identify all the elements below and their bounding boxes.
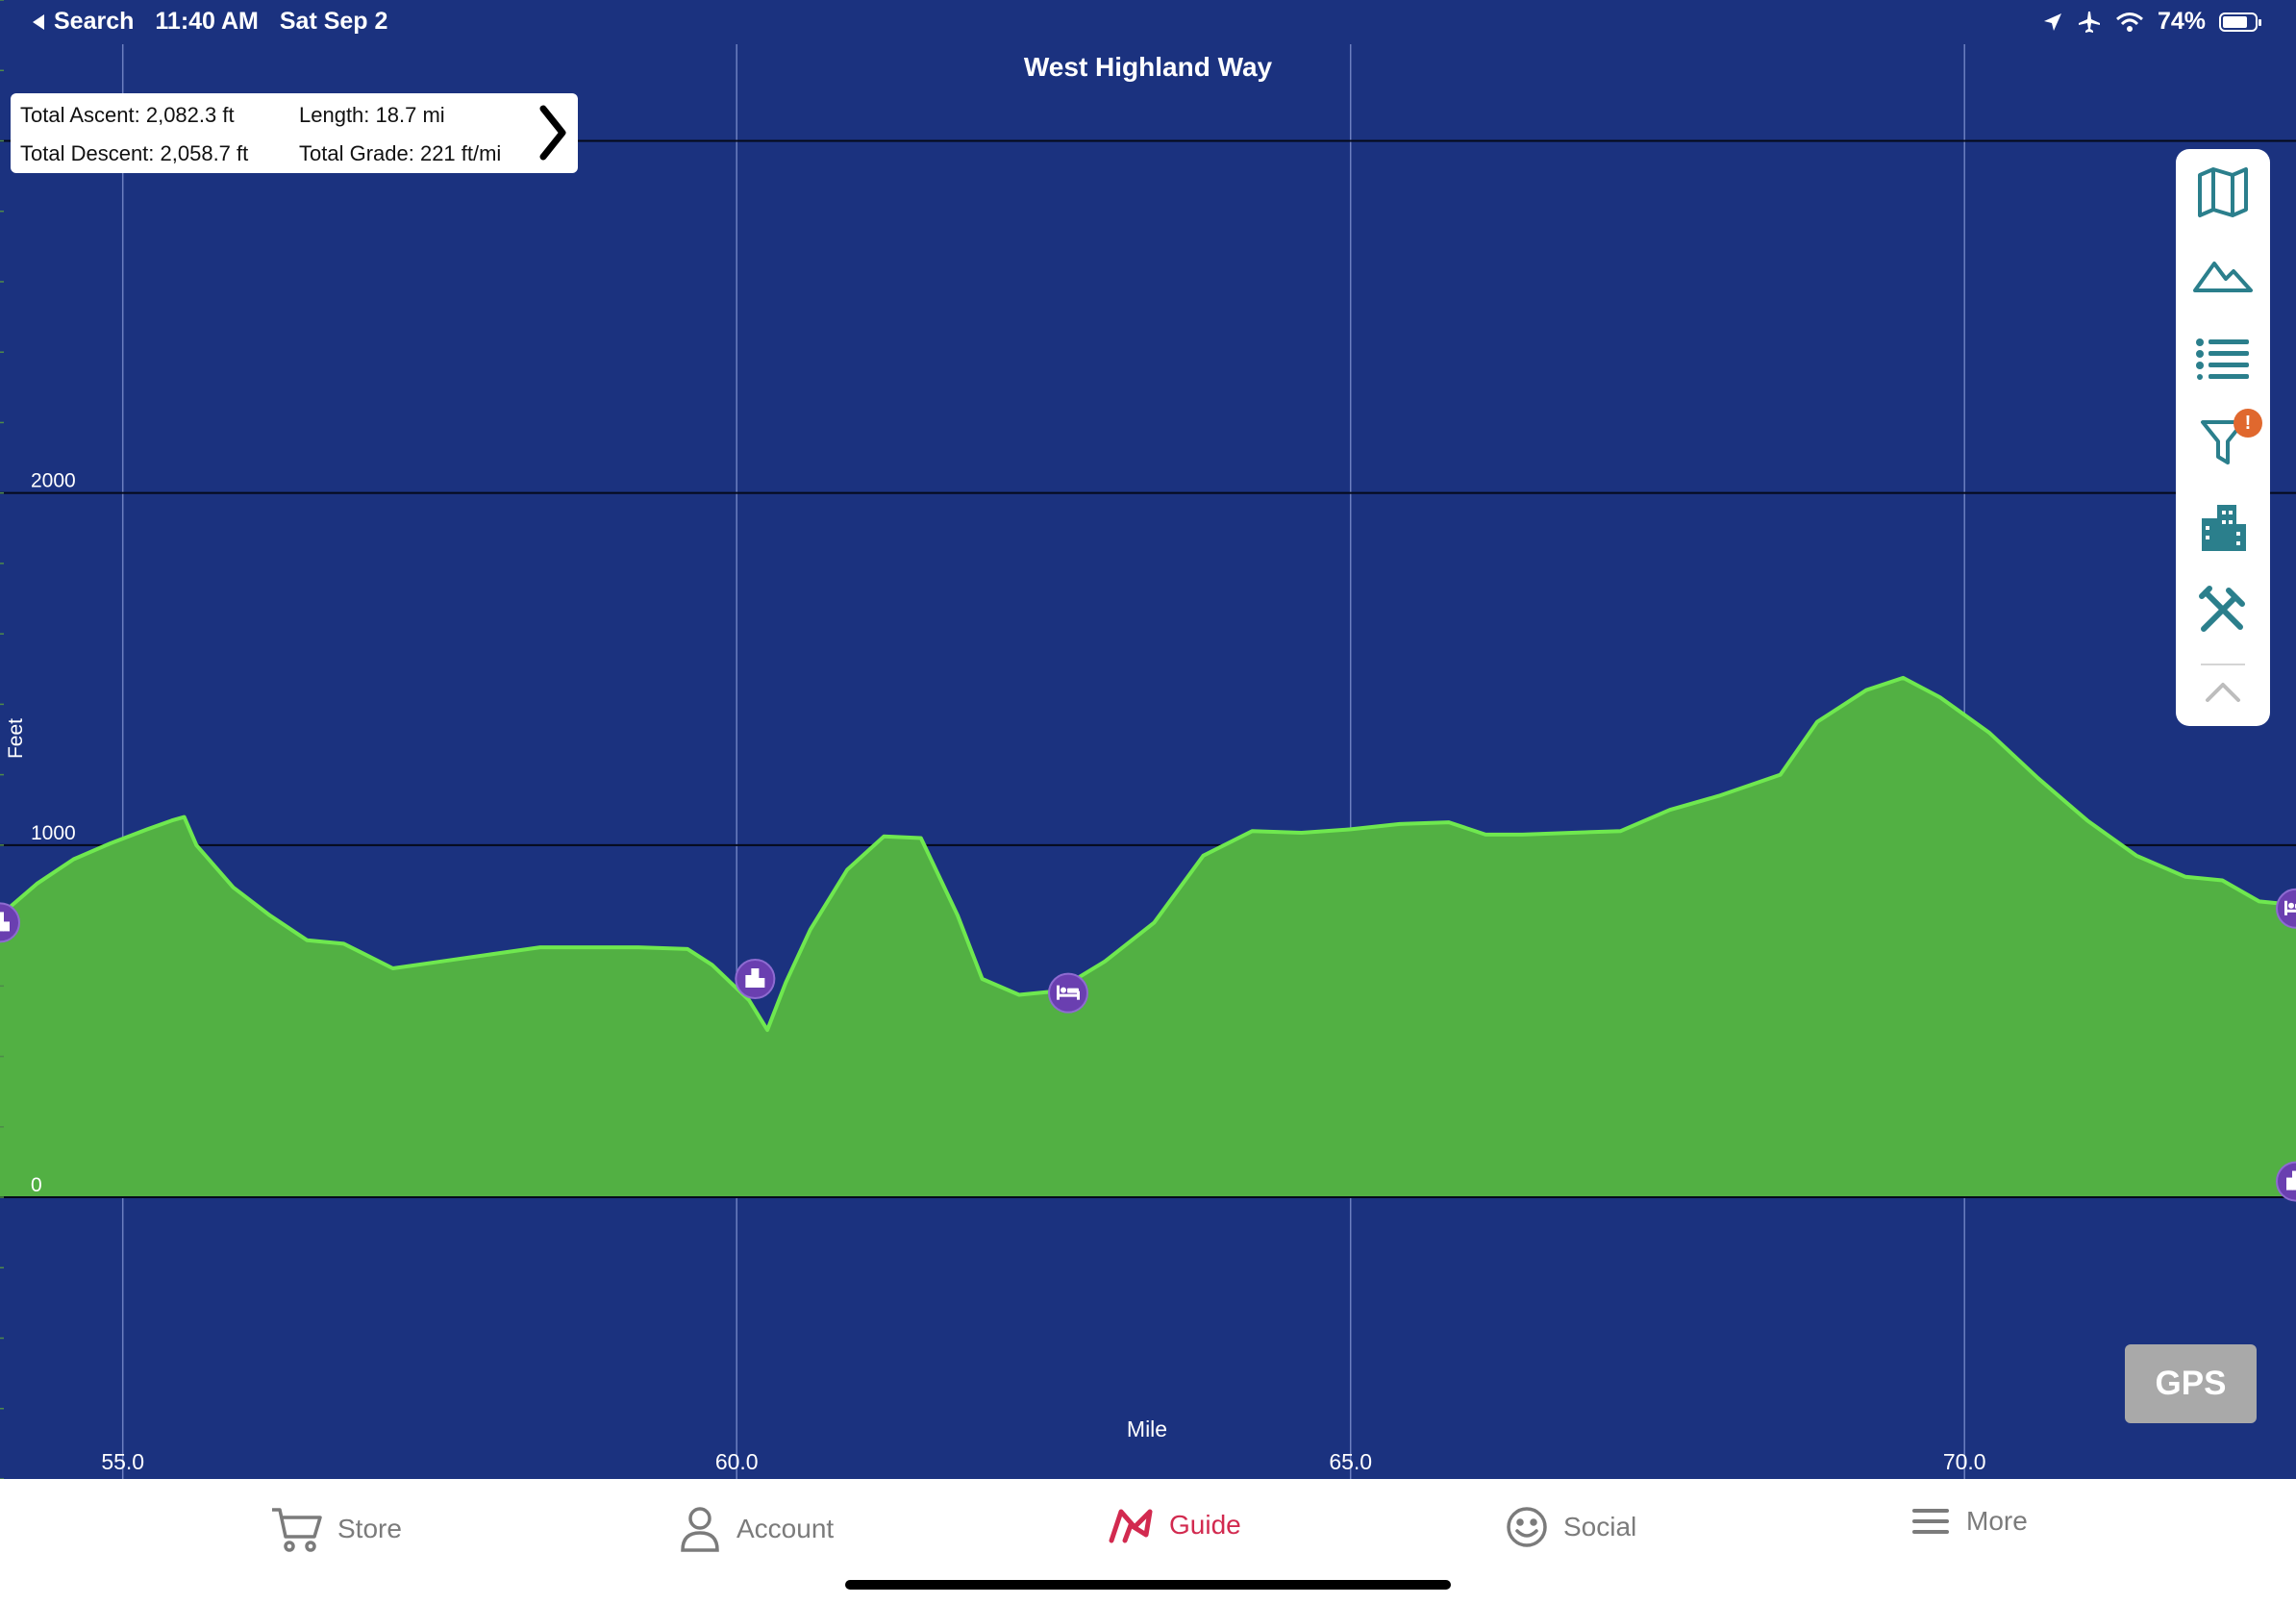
back-to-search-link[interactable]: Search [31,8,134,36]
filter-alert-badge: ! [2234,409,2262,438]
chevron-up-icon [2206,683,2240,702]
airplane-icon [2078,11,2100,33]
status-time: 11:40 AM [155,8,259,35]
x-axis-label: Mile [1127,1416,1167,1441]
tab-guide-label: Guide [1169,1510,1241,1540]
elevation-chart[interactable]: 55.0 60.0 65.0 70.0 0 1000 2000 Mile Feet [0,0,2296,1479]
buildings-button[interactable] [2176,492,2270,560]
person-icon [681,1507,719,1552]
location-arrow-icon [2043,13,2061,31]
tab-bar: Store Account Guide Social More [0,1479,2296,1604]
tab-more-label: More [1966,1506,2028,1536]
elevation-area [0,675,2296,1199]
mountain-icon [2193,262,2253,292]
buildings-icon [2202,505,2246,551]
lodging-marker[interactable] [2276,888,2296,929]
x-tick-label: 60.0 [715,1449,759,1474]
back-triangle-icon [33,13,44,30]
battery-icon [2219,12,2261,32]
tab-store-label: Store [337,1514,402,1543]
axis-ticks: 55.0 60.0 65.0 70.0 0 1000 2000 [0,0,1986,1479]
total-ascent: Total Ascent: 2,082.3 ft [20,103,235,127]
buildings-icon [2286,1170,2296,1190]
tools-icon [2199,586,2245,632]
side-toolbar: ! [2176,149,2270,726]
town-marker[interactable] [2276,1161,2296,1202]
tab-social[interactable]: Social [1506,1506,1636,1548]
tab-account-label: Account [736,1514,835,1543]
list-button[interactable] [2176,325,2270,392]
map-icon [2198,167,2248,217]
y-axis-label: Feet [5,718,27,759]
gps-button[interactable]: GPS [2125,1344,2257,1423]
bed-icon [1056,985,1080,1000]
battery-percent: 74% [2157,8,2206,35]
back-label: Search [54,8,135,35]
toolbar-divider [2201,664,2245,665]
buildings-icon [0,912,10,932]
tab-more[interactable]: More [1910,1506,2028,1537]
x-tick-label: 70.0 [1943,1449,1986,1474]
status-bar: Search 11:40 AM Sat Sep 2 74% [0,0,2296,44]
trail-stats-panel[interactable]: Total Ascent: 2,082.3 ft Length: 18.7 mi… [11,93,578,173]
y-tick-label: 0 [31,1174,42,1196]
elevation-line [0,675,2296,1033]
chevron-right-icon[interactable] [534,103,572,163]
guide-icon [1109,1509,1153,1543]
status-date: Sat Sep 2 [279,8,388,35]
cart-icon [272,1508,322,1552]
filter-button[interactable]: ! [2176,409,2270,476]
menu-icon [1912,1509,1949,1534]
lodging-marker[interactable] [1047,972,1088,1014]
x-tick-label: 65.0 [1329,1449,1372,1474]
smiley-icon [1507,1507,1547,1547]
poi-markers [0,888,2296,1202]
chart-title: West Highland Way [1023,52,1273,82]
y-tick-label: 2000 [31,470,76,492]
buildings-icon [745,968,765,989]
tab-social-label: Social [1563,1512,1637,1541]
total-grade: Total Grade: 221 ft/mi [299,141,502,165]
tab-account[interactable]: Account [679,1506,834,1552]
wifi-icon [2115,12,2143,32]
tab-store[interactable]: Store [270,1506,402,1552]
x-tick-label: 55.0 [101,1449,144,1474]
map-button[interactable] [2176,159,2270,226]
elevation-button[interactable] [2176,241,2270,309]
elevation-area-fill [0,677,2296,1198]
length: Length: 18.7 mi [299,103,445,127]
tools-button[interactable] [2176,576,2270,643]
town-marker[interactable] [0,902,20,943]
list-icon [2196,338,2249,380]
tab-guide[interactable]: Guide [1108,1506,1241,1544]
total-descent: Total Descent: 2,058.7 ft [20,141,249,165]
home-indicator [845,1580,1451,1590]
town-marker[interactable] [735,959,776,1000]
y-tick-label: 1000 [31,822,76,844]
collapse-toolbar-button[interactable] [2176,668,2270,716]
